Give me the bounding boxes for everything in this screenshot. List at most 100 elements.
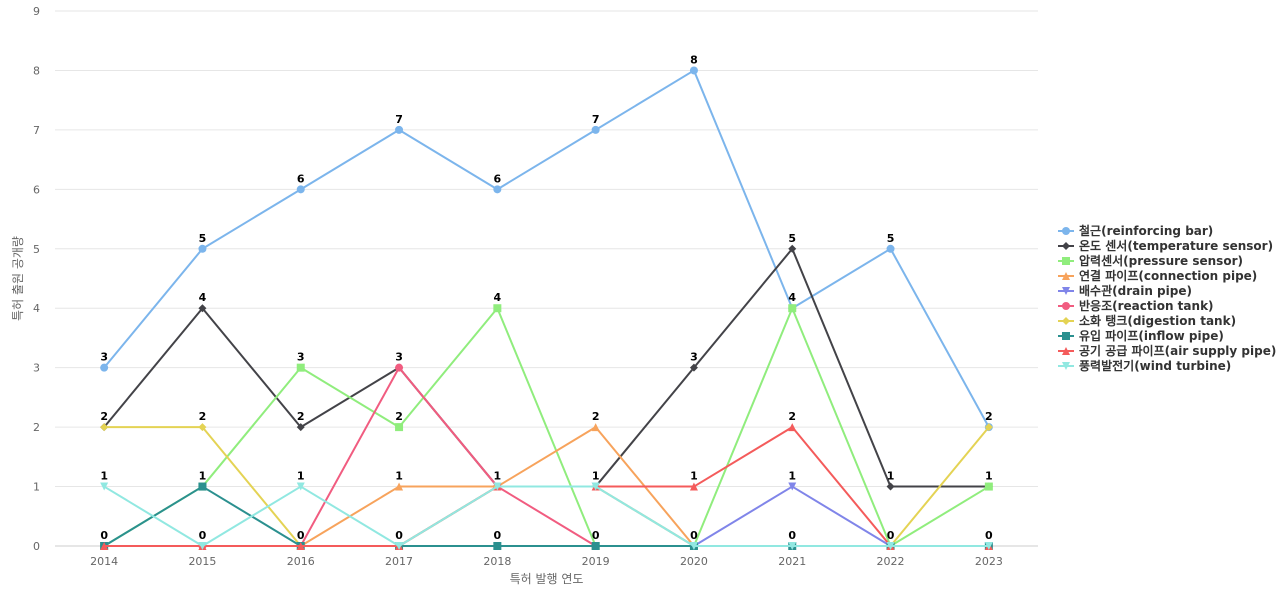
data-label: 3 xyxy=(690,351,698,364)
x-tick-label: 2021 xyxy=(778,555,806,568)
data-label: 2 xyxy=(788,410,796,423)
data-label: 2 xyxy=(100,410,108,423)
legend-item: 유입 파이프(inflow pipe) xyxy=(1058,328,1224,343)
data-point xyxy=(100,482,109,491)
data-point xyxy=(198,482,207,491)
x-tick-label: 2022 xyxy=(877,555,905,568)
data-point xyxy=(198,423,207,432)
series-group xyxy=(100,66,993,550)
legend-item: 풍력발전기(wind turbine) xyxy=(1058,358,1231,373)
data-label: 4 xyxy=(199,291,207,304)
data-label: 1 xyxy=(690,470,698,483)
data-label: 0 xyxy=(592,529,600,542)
data-point xyxy=(984,482,993,491)
legend-label: 연결 파이프(connection pipe) xyxy=(1079,268,1257,283)
data-label: 0 xyxy=(199,529,207,542)
data-label: 0 xyxy=(395,529,403,542)
legend-item: 철근(reinforcing bar) xyxy=(1058,223,1213,238)
x-axis-ticks: 2014 2015 2016 2017 2018 2019 2020 2021 2022 2023 xyxy=(90,555,1003,568)
y-tick-label: 0 xyxy=(33,540,40,553)
data-label: 3 xyxy=(100,351,108,364)
legend-item: 온도 센서(temperature sensor) xyxy=(1058,238,1273,253)
legend-label: 온도 센서(temperature sensor) xyxy=(1079,238,1273,253)
data-label: 2 xyxy=(592,410,600,423)
data-point xyxy=(296,482,305,491)
x-tick-label: 2019 xyxy=(582,555,610,568)
data-label: 0 xyxy=(985,529,993,542)
data-label: 3 xyxy=(395,351,403,364)
y-tick-label: 8 xyxy=(33,64,40,77)
data-point xyxy=(689,542,698,550)
y-tick-label: 4 xyxy=(33,302,40,315)
data-label: 2 xyxy=(985,410,993,423)
legend-label: 반응조(reaction tank) xyxy=(1079,298,1214,313)
data-label: 5 xyxy=(887,232,895,245)
series-line xyxy=(103,485,989,547)
data-label: 3 xyxy=(297,351,305,364)
data-point xyxy=(689,363,698,372)
legend-label: 공기 공급 파이프(air supply pipe) xyxy=(1079,343,1276,358)
legend-marker xyxy=(1062,362,1070,370)
y-axis-title: 특허 출원 공개량 xyxy=(11,236,25,321)
data-label: 1 xyxy=(100,470,108,483)
data-point xyxy=(198,244,207,253)
data-point xyxy=(689,66,698,75)
series-10 xyxy=(100,482,993,550)
data-point xyxy=(788,542,797,550)
legend-label: 유입 파이프(inflow pipe) xyxy=(1079,328,1224,343)
legend-item: 연결 파이프(connection pipe) xyxy=(1058,268,1257,283)
y-tick-label: 5 xyxy=(33,243,40,256)
data-point xyxy=(591,482,600,491)
data-label: 1 xyxy=(887,470,895,483)
legend-item: 소화 탱크(digestion tank) xyxy=(1058,313,1236,328)
data-point xyxy=(100,423,109,432)
data-point xyxy=(395,423,404,432)
x-tick-label: 2017 xyxy=(385,555,413,568)
legend-marker xyxy=(1062,272,1070,280)
data-point xyxy=(591,542,600,550)
data-label: 0 xyxy=(494,529,502,542)
data-point xyxy=(198,542,207,550)
x-tick-label: 2016 xyxy=(287,555,315,568)
data-label: 7 xyxy=(592,113,600,126)
data-label: 2 xyxy=(199,410,207,423)
legend-marker xyxy=(1062,347,1070,355)
data-label: 0 xyxy=(297,529,305,542)
data-label: 0 xyxy=(100,529,108,542)
x-tick-label: 2018 xyxy=(483,555,511,568)
data-point xyxy=(689,482,698,491)
data-label: 1 xyxy=(395,470,403,483)
data-label: 0 xyxy=(887,529,895,542)
data-point xyxy=(493,304,502,313)
data-labels: 3210542106321073210641072108310542105102… xyxy=(100,53,993,542)
data-label: 6 xyxy=(494,172,502,185)
data-point xyxy=(296,363,305,372)
legend-marker xyxy=(1062,227,1070,235)
y-tick-label: 2 xyxy=(33,421,40,434)
data-point xyxy=(984,423,993,432)
y-tick-label: 6 xyxy=(33,183,40,196)
data-point xyxy=(591,125,600,134)
data-label: 0 xyxy=(690,529,698,542)
y-axis-ticks: 0 1 2 3 4 5 6 7 8 9 xyxy=(33,5,40,553)
data-point xyxy=(493,185,502,194)
data-point xyxy=(395,363,404,372)
data-point xyxy=(296,423,305,432)
data-point xyxy=(198,304,207,313)
data-point xyxy=(984,542,993,550)
data-point xyxy=(788,304,797,313)
data-point xyxy=(788,423,797,432)
data-label: 0 xyxy=(788,529,796,542)
data-label: 8 xyxy=(690,53,698,66)
y-tick-label: 9 xyxy=(33,5,40,18)
data-point xyxy=(886,542,895,550)
data-point xyxy=(886,244,895,253)
legend-item: 공기 공급 파이프(air supply pipe) xyxy=(1058,343,1276,358)
data-point xyxy=(296,185,305,194)
legend-label: 풍력발전기(wind turbine) xyxy=(1079,358,1231,373)
legend-item: 반응조(reaction tank) xyxy=(1058,298,1214,313)
x-tick-label: 2015 xyxy=(188,555,216,568)
data-point xyxy=(100,363,109,372)
legend-marker xyxy=(1062,242,1070,250)
